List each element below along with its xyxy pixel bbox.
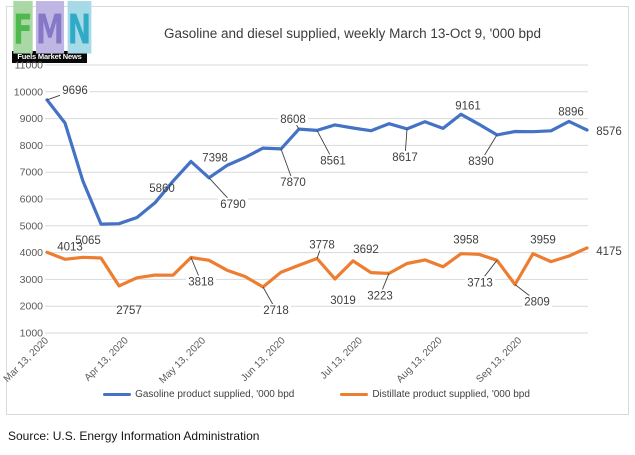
data-label-bg <box>318 154 348 167</box>
chart-legend: Gasoline product supplied, '000 bpd Dist… <box>6 389 627 400</box>
logo-letter-m: M <box>35 1 64 54</box>
x-axis-tick-label: Apr 13, 2020 <box>83 335 132 384</box>
data-label-bg <box>218 197 248 210</box>
distillate-line-swatch <box>340 392 369 397</box>
data-label-bg <box>522 295 552 308</box>
legend-gasoline-label: Gasoline product supplied, '000 bpd <box>135 389 295 400</box>
data-label: 7398 <box>202 153 228 165</box>
data-label: 3692 <box>353 244 379 256</box>
data-label: 3959 <box>530 235 556 247</box>
data-label-bg <box>278 113 308 126</box>
data-label-bg <box>60 83 90 96</box>
data-label: 5065 <box>75 235 101 247</box>
legend-item-distillate: Distillate product supplied, '000 bpd <box>340 389 530 400</box>
data-label: 3818 <box>188 277 214 289</box>
data-label: 6790 <box>220 199 246 211</box>
y-axis-tick-label: 9000 <box>20 113 44 125</box>
fmn-logo-caption: Fuels Market News <box>12 51 87 63</box>
y-axis-tick-label: 10000 <box>14 86 43 98</box>
distillate-series-line <box>45 246 589 289</box>
y-axis-tick-label: 8000 <box>20 140 44 152</box>
y-axis-tick-label: 7000 <box>20 167 44 179</box>
data-label: 3223 <box>367 290 393 302</box>
data-label: 4013 <box>57 241 83 253</box>
y-axis-tick-label: 1000 <box>20 328 44 340</box>
data-label-bg <box>466 154 496 167</box>
y-axis-tick-label: 11000 <box>15 60 44 72</box>
y-axis-tick-label: 6000 <box>20 194 44 206</box>
data-label-bg <box>365 289 395 302</box>
x-axis-tick-label: May 13, 2020 <box>157 335 208 386</box>
y-axis-tick-label: 5000 <box>20 220 44 232</box>
data-label: 3713 <box>467 277 493 289</box>
data-label: 2809 <box>524 297 550 309</box>
chart-title: Gasoline and diesel supplied, weekly Mar… <box>163 26 542 41</box>
y-axis-tick-label: 4000 <box>20 247 44 259</box>
y-axis-tick-label: 3000 <box>20 274 44 286</box>
logo-letter-n: N <box>67 1 91 54</box>
data-label: 8576 <box>596 126 622 138</box>
x-axis-tick-label: Mar 13, 2020 <box>2 335 52 385</box>
legend-distillate-label: Distillate product supplied, '000 bpd <box>372 389 530 400</box>
data-label-bg <box>186 275 216 288</box>
data-label: 3958 <box>453 235 479 247</box>
data-label-bg <box>390 150 420 163</box>
data-label: 3019 <box>330 295 356 307</box>
data-label-bg <box>278 175 308 188</box>
data-label: 2757 <box>116 305 142 317</box>
data-label: 8608 <box>280 114 306 126</box>
data-label-bg <box>307 238 337 251</box>
x-axis-tick-label: Jul 13, 2020 <box>319 335 366 382</box>
data-label-bg <box>261 304 291 316</box>
data-label: 8896 <box>558 106 584 118</box>
data-label: 4175 <box>596 246 622 258</box>
data-label: 3778 <box>309 240 335 252</box>
x-axis-tick-label: Sep 13, 2020 <box>474 335 524 385</box>
data-label: 9696 <box>62 85 88 97</box>
line-chart: 1000 2000 3000 4000 5000 6000 7000 8000 9000 1000… <box>2 60 622 386</box>
x-axis-tick-label: Aug 13, 2020 <box>395 335 445 385</box>
gasoline-line-swatch <box>103 392 132 397</box>
x-axis-tick-label: Jun 13, 2020 <box>239 335 288 384</box>
data-label: 9161 <box>455 100 481 112</box>
data-label: 2718 <box>263 305 289 317</box>
data-label: 8561 <box>320 155 346 167</box>
source-note: Source: U.S. Energy Information Administ… <box>8 429 260 443</box>
data-label-bg <box>465 276 495 289</box>
legend-item-gasoline: Gasoline product supplied, '000 bpd <box>103 389 294 400</box>
y-axis-tick-label: 2000 <box>20 301 44 313</box>
data-label: 5860 <box>149 183 175 195</box>
chart-frame <box>6 6 629 415</box>
data-label: 8617 <box>392 152 418 164</box>
data-label: 8390 <box>468 156 494 168</box>
data-label: 7870 <box>280 177 306 189</box>
logo-letter-f: F <box>13 1 33 54</box>
